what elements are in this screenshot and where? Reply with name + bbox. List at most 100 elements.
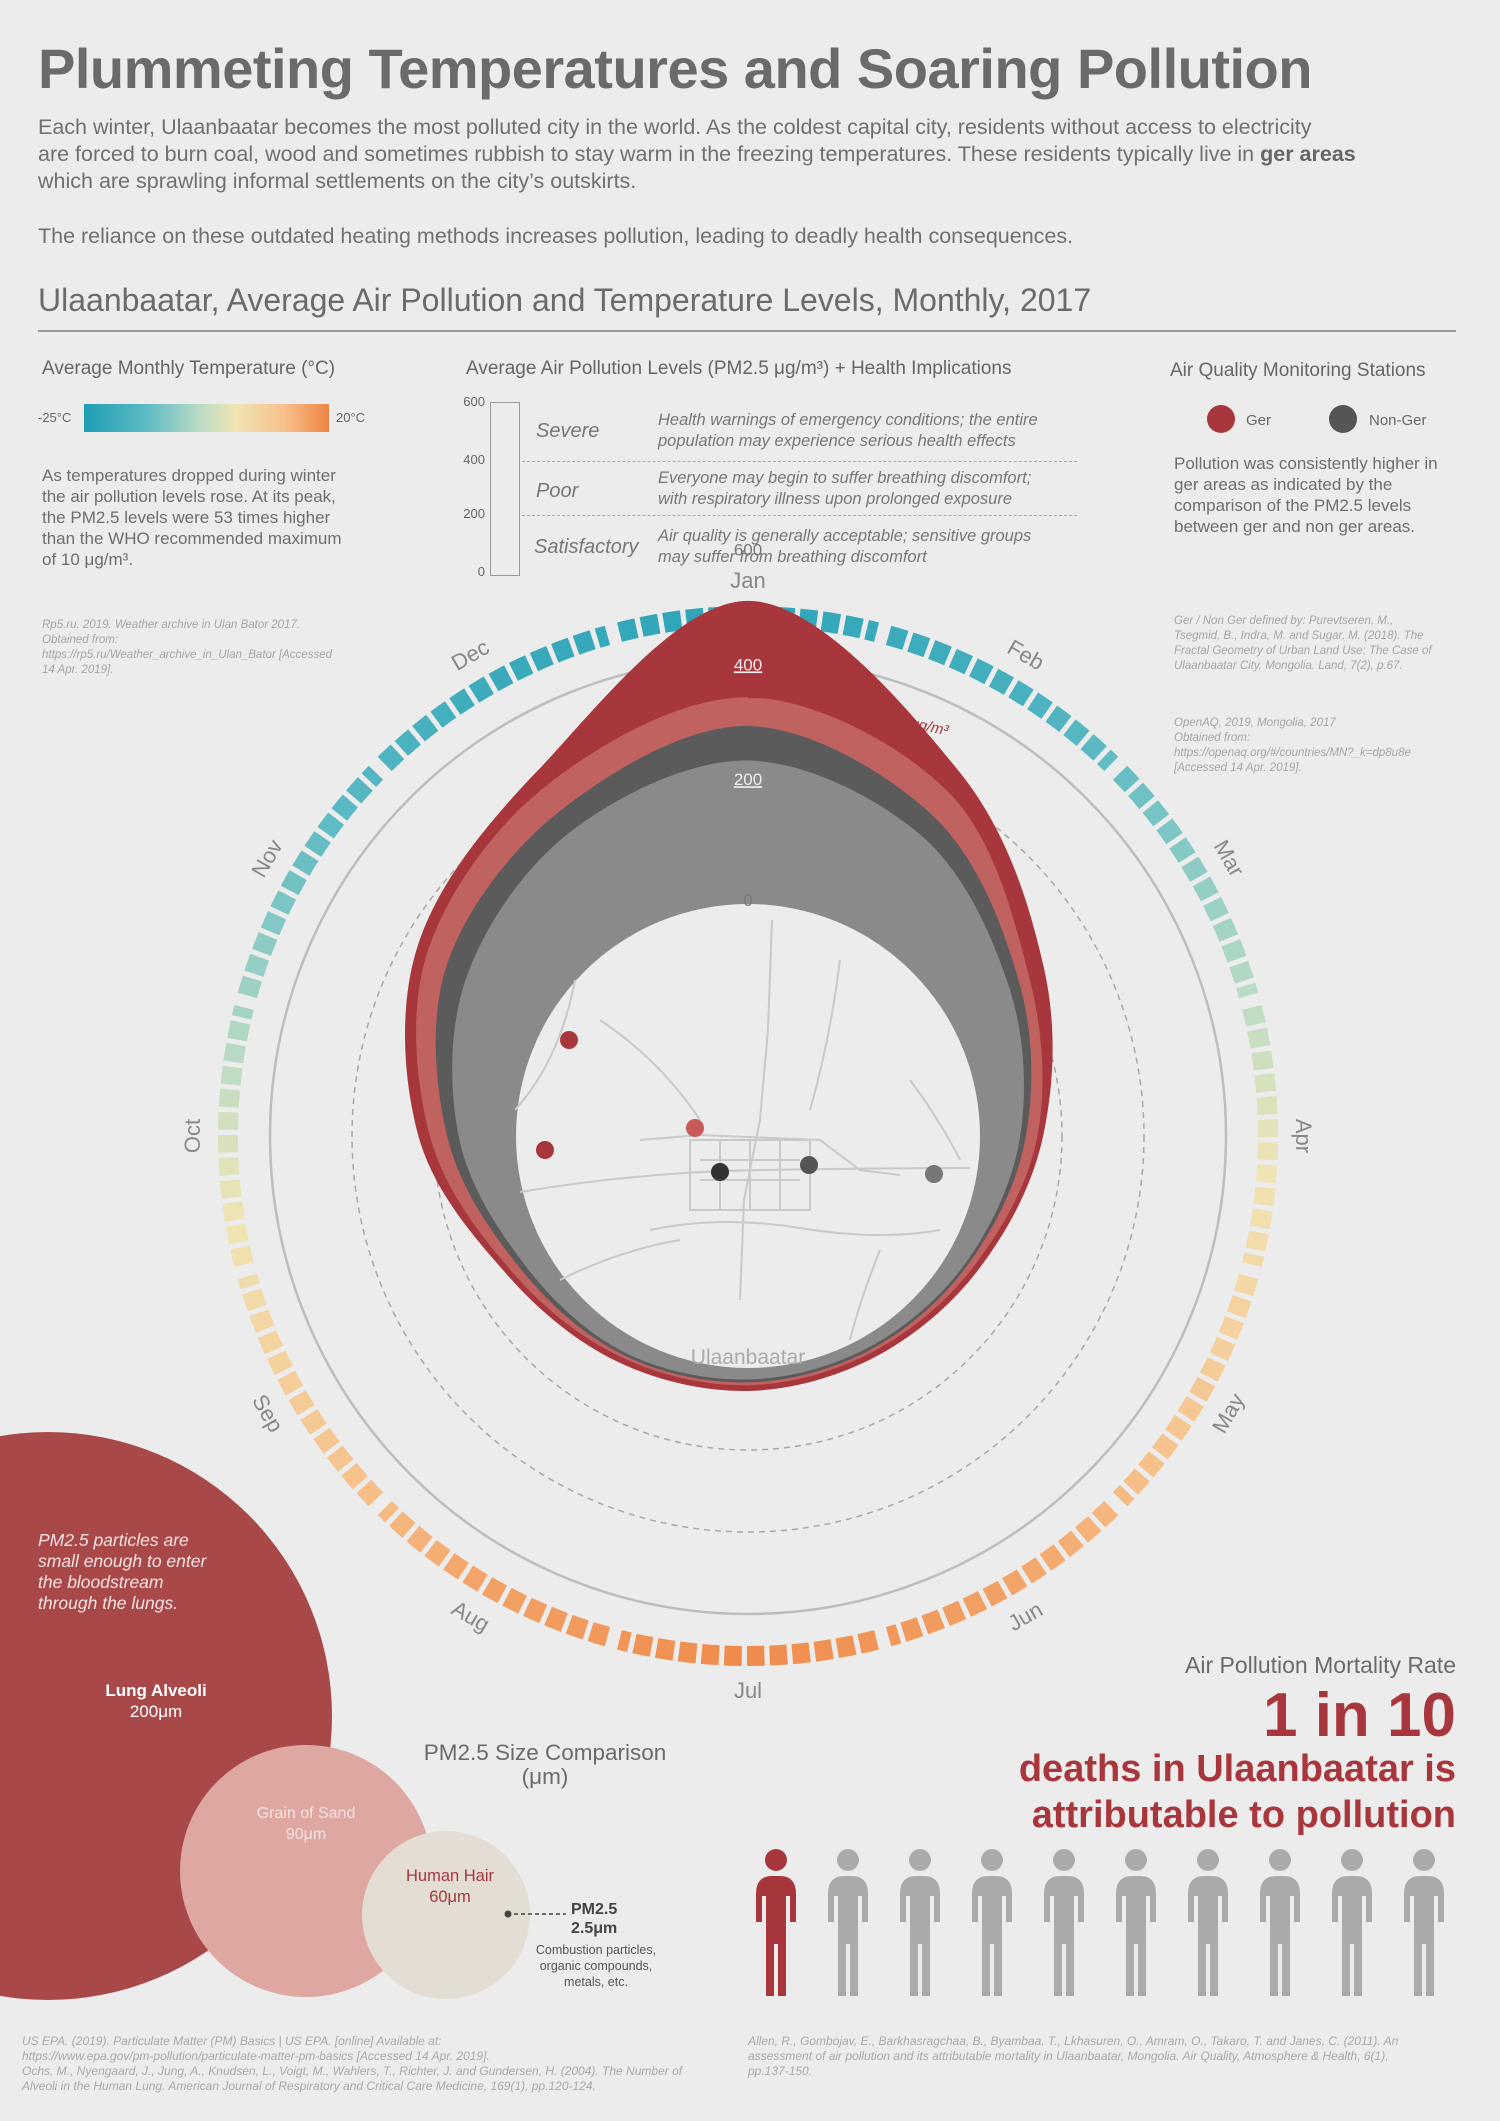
human-hair-bubble — [362, 1831, 530, 1999]
desc-line: population may experience serious health… — [658, 432, 1016, 450]
map-road — [739, 919, 773, 1301]
month-ring-segment — [430, 701, 457, 728]
month-ring-segment — [1112, 1485, 1135, 1507]
month-ring-segment — [227, 1020, 251, 1042]
temperature-source: Rp5.ru. 2019. Weather archive in Ulan Ba… — [42, 618, 332, 678]
stations-note: Pollution was consistently higher in ger… — [1174, 453, 1438, 537]
person-icon — [1332, 1849, 1372, 1996]
source-line: Rp5.ru. 2019. Weather archive in Ulan Ba… — [42, 619, 301, 631]
month-ring-segment — [1242, 1004, 1266, 1027]
month-ring-segment — [225, 1223, 249, 1245]
month-ring-segment — [219, 1179, 242, 1199]
level-severe-label: Severe — [536, 420, 600, 442]
map-road — [649, 1220, 941, 1236]
month-ring-segment — [723, 1645, 742, 1666]
month-ring-segment — [907, 632, 931, 658]
month-ring-segment — [523, 1597, 548, 1624]
month-ring-segment — [288, 1390, 315, 1416]
month-ring-segment — [1257, 1142, 1278, 1161]
month-ring-segment — [482, 1577, 508, 1604]
month-ring-segment — [616, 618, 639, 642]
source-line: https://openaq.org/#/countries/MN?_k=dp8… — [1174, 747, 1411, 759]
person-icon — [1404, 1849, 1444, 1996]
map-road — [559, 1239, 681, 1281]
source-line: https://rp5.ru/Weather_archive_in_Ulan_B… — [42, 649, 332, 661]
source-line: Obtained from: — [1174, 732, 1251, 744]
month-ring-segment — [1250, 1208, 1273, 1230]
month-ring-segment — [1181, 856, 1208, 882]
desc-line: Health warnings of emergency conditions;… — [658, 411, 1038, 429]
month-ring-segment — [326, 1445, 354, 1472]
month-ring-segment — [346, 777, 373, 804]
month-ring-segment — [1091, 1500, 1119, 1528]
month-ring-segment — [300, 1409, 327, 1435]
month-ring-segment — [394, 729, 421, 756]
radial-tick-label: 0 — [743, 891, 752, 910]
source-line: https://www.epa.gov/pm-pollution/particu… — [22, 2049, 490, 2063]
city-map-icon — [514, 919, 971, 1341]
month-label: Nov — [246, 835, 287, 881]
month-ring-segment — [412, 714, 439, 742]
month-ring-segment — [406, 1526, 433, 1553]
month-ring-segment — [842, 615, 864, 639]
temp-max-label: 20°C — [336, 410, 366, 425]
month-ring-segment — [277, 1370, 304, 1396]
month-ring-segment — [1209, 1336, 1236, 1361]
nonger-dot-icon — [1329, 405, 1357, 433]
note-line: PM2.5 particles are — [38, 1530, 189, 1550]
month-ring-segment — [270, 890, 297, 915]
bubble-size: 60μm — [429, 1888, 471, 1906]
month-ring-segment — [361, 765, 384, 787]
month-ring-segment — [654, 1638, 676, 1661]
person-icon — [828, 1849, 868, 1996]
month-ring-segment — [700, 1643, 720, 1666]
month-ring-segment — [1002, 1569, 1028, 1596]
month-ring-segment — [857, 1630, 880, 1654]
desc-line: Everyone may begin to suffer breathing d… — [658, 469, 1032, 487]
month-ring-segment — [1075, 1516, 1102, 1543]
month-ring-segment — [1199, 1357, 1226, 1382]
month-ring-segment — [885, 1624, 902, 1647]
month-ring-segment — [1142, 800, 1170, 827]
month-ring-segment — [1177, 1396, 1204, 1422]
mortality-title: Air Pollution Mortality Rate — [1185, 1652, 1456, 1678]
scale-tick: 400 — [463, 452, 485, 467]
month-ring-segment — [900, 1617, 924, 1642]
month-ring-segment — [544, 1606, 568, 1632]
pm25-particle-dot — [504, 1910, 512, 1918]
level-severe-desc: Health warnings of emergency conditions;… — [658, 410, 1038, 452]
ger-label: Ger — [1246, 412, 1272, 429]
level-divider — [522, 515, 1077, 516]
nonger-station-marker — [925, 1165, 943, 1183]
radial-grid-600 — [351, 739, 1145, 1533]
nonger-station-marker — [800, 1156, 818, 1174]
month-ring-segment — [292, 850, 319, 876]
note-line: the air pollution levels rose. At its pe… — [42, 487, 336, 506]
month-label: Apr — [1291, 1119, 1316, 1153]
mortality-source: Allen, R., Gombojav, E., Barkhasragchaa,… — [748, 2034, 1398, 2079]
month-ring-segment — [572, 630, 596, 655]
temperature-month-ring — [218, 606, 1279, 1667]
person-icon — [1044, 1849, 1084, 1996]
month-ring-segment — [948, 648, 973, 675]
month-ring-segment — [1212, 917, 1239, 942]
month-ring-segment — [565, 1614, 589, 1640]
month-ring-segment — [835, 1635, 857, 1659]
chart-subtitle: Ulaanbaatar, Average Air Pollution and T… — [38, 282, 1092, 318]
month-label: May — [1207, 1389, 1249, 1437]
month-ring-segment — [1245, 1230, 1269, 1252]
month-ring-segment — [1138, 1451, 1165, 1478]
bubble-size: 200μm — [129, 1702, 183, 1721]
month-ring-segment — [1039, 1544, 1066, 1571]
month-ring-segment — [424, 1539, 451, 1567]
nonger-label: Non-Ger — [1369, 412, 1427, 429]
month-ring-segment — [1156, 818, 1183, 845]
month-label: Oct — [180, 1119, 205, 1153]
month-ring-segment — [502, 1587, 527, 1614]
month-ring-segment — [1097, 749, 1119, 772]
map-road — [519, 1167, 971, 1193]
intro-line-start: are forced to burn coal, wood and someti… — [38, 142, 1261, 166]
note-line: through the lungs. — [38, 1593, 179, 1613]
month-ring-segment — [1128, 782, 1155, 809]
month-ring-segment — [218, 1088, 241, 1108]
